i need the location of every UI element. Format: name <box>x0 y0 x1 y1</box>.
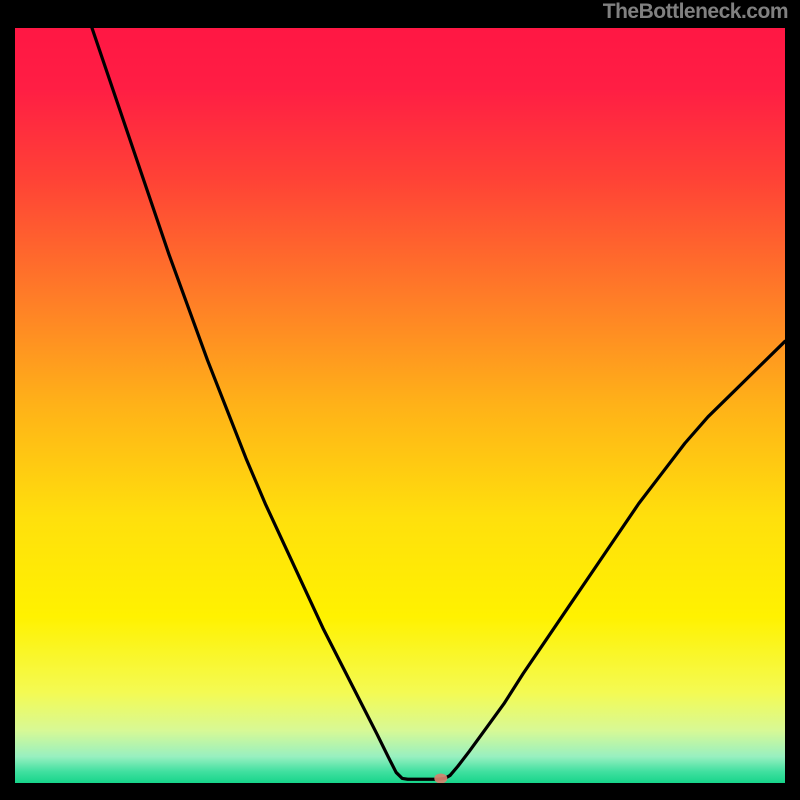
bottleneck-chart <box>15 28 785 783</box>
watermark-text: TheBottleneck.com <box>603 0 788 24</box>
optimum-marker <box>434 773 447 783</box>
